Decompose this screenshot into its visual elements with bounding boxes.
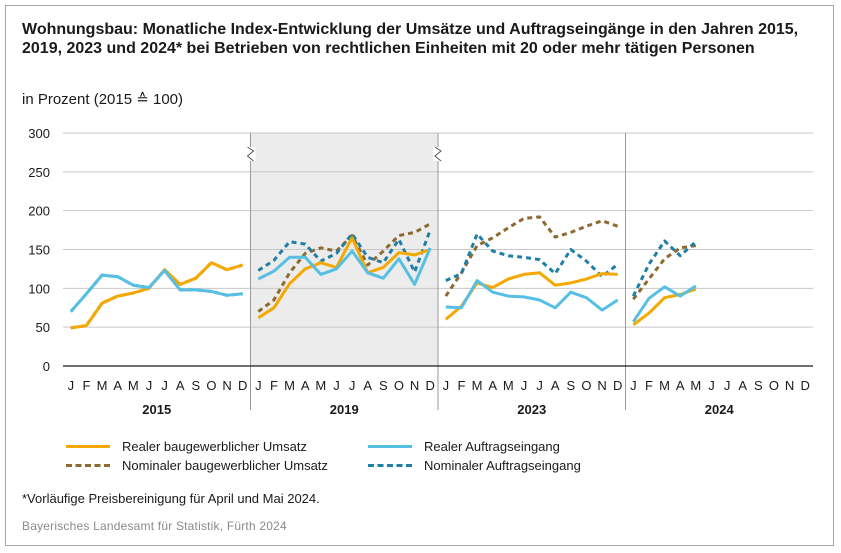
x-tick-label-2019-10: O	[394, 378, 404, 393]
chart-title: Wohnungsbau: Monatliche Index-Entwicklun…	[22, 21, 799, 57]
x-tick-label-2023-1: J	[443, 378, 450, 393]
axis-break-mark	[246, 146, 255, 162]
legend-label-real-auftrag: Realer Auftragseingang	[424, 438, 560, 454]
x-tick-label-2024-2: F	[645, 378, 653, 393]
x-tick-label-2023-2: F	[457, 378, 465, 393]
x-tick-label-2019-12: D	[425, 378, 434, 393]
x-tick-label-2015-5: M	[128, 378, 139, 393]
legend-label-nominal-auftrag: Nominaler Auftragseingang	[424, 457, 581, 473]
x-tick-label-2023-4: A	[488, 378, 497, 393]
x-tick-label-2024-7: J	[724, 378, 731, 393]
series-line-0-2019	[257, 236, 431, 320]
legend-swatch-real-umsatz	[66, 444, 110, 448]
x-tick-label-2015-12: D	[238, 378, 247, 393]
x-tick-label-2023-7: J	[536, 378, 543, 393]
x-tick-label-2019-7: J	[349, 378, 356, 393]
x-tick-label-2023-9: S	[566, 378, 575, 393]
x-tick-label-2019-3: M	[284, 378, 295, 393]
year-label-2024: 2024	[705, 402, 735, 417]
y-tick-label-100: 100	[28, 281, 50, 296]
x-tick-label-2015-4: A	[113, 378, 122, 393]
series-line-1-2015	[69, 269, 243, 313]
series-line-0-2023	[444, 271, 618, 321]
y-tick-label-150: 150	[28, 243, 50, 258]
series-line-2-2023	[444, 215, 619, 297]
x-tick-label-2024-4: A	[676, 378, 685, 393]
x-tick-label-2024-3: M	[659, 378, 670, 393]
x-tick-label-2019-5: M	[315, 378, 326, 393]
legend-swatch-real-auftrag	[368, 444, 412, 448]
x-tick-label-2023-3: M	[472, 378, 483, 393]
x-tick-label-2019-2: F	[270, 378, 278, 393]
chart-subtitle: in Prozent (2015 ≙ 100)	[22, 91, 183, 108]
x-tick-label-2023-10: O	[581, 378, 591, 393]
y-tick-label-50: 50	[36, 320, 50, 335]
series-line-3-2019	[257, 229, 432, 274]
x-tick-label-2024-11: N	[785, 378, 794, 393]
x-tick-label-2024-5: M	[690, 378, 701, 393]
series-line-0-2015	[70, 261, 244, 330]
legend-item-real-umsatz: Realer baugewerblicher Umsatz	[66, 437, 307, 455]
x-tick-label-2024-10: O	[769, 378, 779, 393]
x-tick-label-2019-8: A	[363, 378, 372, 393]
x-tick-label-2015-10: O	[206, 378, 216, 393]
x-tick-label-2024-9: S	[754, 378, 763, 393]
y-tick-label-300: 300	[28, 126, 50, 141]
year-label-2023: 2023	[517, 402, 546, 417]
x-tick-label-2015-2: F	[82, 378, 90, 393]
chart-legend: Realer baugewerblicher Umsatz Realer Auf…	[66, 437, 666, 477]
source-note: Bayerisches Landesamt für Statistik, Für…	[22, 519, 287, 533]
x-tick-label-2023-12: D	[613, 378, 622, 393]
axis-break-mark	[434, 146, 442, 162]
x-tick-label-2023-8: A	[551, 378, 560, 393]
legend-swatch-nominal-umsatz	[66, 463, 110, 467]
x-tick-label-2024-12: D	[800, 378, 809, 393]
x-tick-label-2024-1: J	[630, 378, 637, 393]
x-tick-label-2019-1: J	[255, 378, 262, 393]
x-tick-label-2019-9: S	[379, 378, 388, 393]
year-label-2015: 2015	[142, 402, 171, 417]
series-line-2-2024	[632, 244, 697, 301]
legend-swatch-nominal-auftrag	[368, 463, 412, 467]
x-tick-label-2015-8: A	[176, 378, 185, 393]
x-tick-label-2019-6: J	[333, 378, 340, 393]
y-tick-label-250: 250	[28, 165, 50, 180]
series-line-1-2019	[257, 247, 432, 286]
year-label-2019: 2019	[330, 402, 359, 417]
legend-item-real-auftrag: Realer Auftragseingang	[368, 437, 560, 455]
x-tick-label-2024-8: A	[738, 378, 747, 393]
x-tick-label-2015-9: S	[191, 378, 200, 393]
x-tick-label-2015-1: J	[68, 378, 75, 393]
legend-item-nominal-auftrag: Nominaler Auftragseingang	[368, 456, 581, 474]
legend-item-nominal-umsatz: Nominaler baugewerblicher Umsatz	[66, 456, 328, 474]
x-tick-label-2015-7: J	[161, 378, 168, 393]
x-tick-label-2024-6: J	[708, 378, 715, 393]
x-tick-label-2019-11: N	[410, 378, 419, 393]
y-tick-label-0: 0	[43, 359, 50, 374]
x-tick-label-2015-3: M	[97, 378, 108, 393]
series-line-2-2015	[70, 261, 244, 330]
x-tick-label-2015-6: J	[146, 378, 153, 393]
legend-label-real-umsatz: Realer baugewerblicher Umsatz	[122, 438, 307, 454]
legend-label-nominal-umsatz: Nominaler baugewerblicher Umsatz	[122, 457, 328, 473]
x-tick-label-2019-4: A	[301, 378, 310, 393]
x-tick-label-2023-11: N	[597, 378, 606, 393]
series-line-1-2023	[445, 279, 619, 312]
x-tick-label-2023-6: J	[521, 378, 528, 393]
x-tick-label-2023-5: M	[503, 378, 514, 393]
series-line-3-2024	[631, 239, 697, 297]
y-tick-label-200: 200	[28, 204, 50, 219]
series-line-3-2015	[69, 269, 243, 313]
x-tick-label-2015-11: N	[222, 378, 231, 393]
footnote: *Vorläufige Preisbereinigung für April u…	[22, 491, 320, 506]
series-line-1-2024	[632, 284, 697, 323]
